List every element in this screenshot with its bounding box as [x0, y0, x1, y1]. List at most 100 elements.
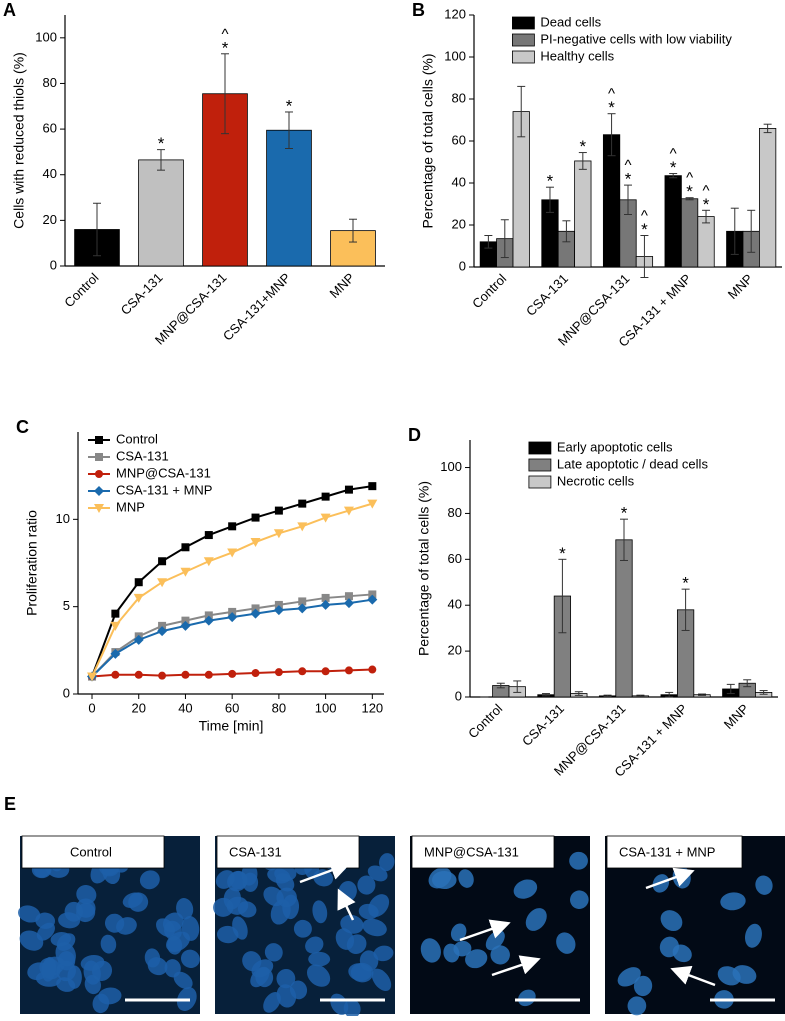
nucleus	[55, 941, 76, 967]
error-bar	[698, 693, 707, 696]
bar	[615, 539, 633, 698]
point	[133, 634, 144, 645]
nucleus	[458, 869, 474, 888]
point	[181, 616, 190, 625]
legend-label: Early apoptotic cells	[557, 439, 673, 454]
x-tick-label: 80	[272, 700, 286, 715]
y-tick-label: 40	[452, 174, 466, 189]
legend-label: Healthy cells	[540, 48, 614, 63]
x-tick-label: Control	[469, 271, 509, 311]
legend-label: Late apoptotic / dead cells	[557, 456, 709, 471]
x-tick-label: 40	[178, 700, 192, 715]
point	[251, 513, 260, 522]
nucleus	[76, 885, 97, 905]
bar	[680, 198, 699, 268]
significance-caret: ^	[686, 170, 693, 187]
x-tick-label: 60	[225, 700, 239, 715]
point	[298, 667, 307, 676]
error-bar	[730, 207, 739, 255]
y-axis-label: Percentage of total cells (%)	[420, 53, 436, 228]
nucleus	[35, 912, 56, 929]
point	[158, 621, 167, 630]
nucleus	[237, 901, 257, 918]
x-tick-label: CSA-131	[519, 701, 567, 749]
nucleus	[276, 984, 297, 1008]
point	[251, 604, 260, 613]
point	[203, 615, 214, 626]
nucleus	[167, 935, 183, 955]
arrow	[299, 860, 351, 884]
arrow	[491, 955, 541, 977]
line	[91, 485, 373, 677]
y-axis-label: Percentage of total cells (%)	[416, 481, 432, 656]
error-bar	[545, 186, 554, 213]
legend-marker	[94, 504, 104, 513]
x-tick-label: 100	[315, 700, 337, 715]
y-tick-label: 60	[452, 132, 466, 147]
point	[297, 603, 308, 614]
nucleus	[267, 867, 291, 884]
error-bar	[496, 682, 505, 689]
x-tick-label: CSA-131+MNP	[220, 270, 294, 344]
point	[87, 672, 98, 682]
micrograph-label: MNP@CSA-131	[424, 844, 519, 859]
error-bar	[349, 218, 357, 243]
legend-swatch	[512, 50, 535, 64]
legend-label: MNP	[116, 499, 145, 514]
legend-label: CSA-131 + MNP	[116, 482, 212, 497]
nucleus	[453, 940, 472, 957]
nucleus	[276, 887, 297, 908]
nucleus	[313, 869, 334, 887]
y-axis-label: Cells with reduced thiols (%)	[11, 52, 27, 229]
point	[343, 598, 354, 609]
point	[180, 567, 191, 577]
point	[204, 531, 213, 540]
legend-label: Dead cells	[540, 14, 601, 29]
significance-caret: ^	[608, 86, 615, 103]
legend-swatch	[512, 33, 535, 47]
y-tick-label: 40	[448, 597, 462, 612]
significance-star: *	[580, 137, 587, 156]
nucleus	[346, 934, 367, 955]
point	[344, 485, 353, 494]
nucleus	[241, 862, 258, 886]
significance-star: *	[222, 38, 229, 57]
error-bar	[285, 111, 293, 149]
point	[320, 599, 331, 610]
error-bar	[517, 85, 526, 138]
point	[157, 578, 168, 588]
y-tick-label: 80	[43, 75, 57, 90]
y-tick-label: 80	[452, 90, 466, 105]
significance-caret: ^	[670, 146, 677, 163]
nucleus	[570, 890, 589, 909]
point	[227, 548, 238, 558]
point	[203, 557, 214, 567]
point	[227, 612, 238, 623]
error-bar	[93, 202, 101, 257]
nucleus	[633, 975, 653, 997]
nucleus	[556, 932, 576, 954]
point	[158, 557, 167, 566]
nucleus	[357, 875, 376, 895]
point	[180, 620, 191, 631]
y-tick-label: 20	[448, 643, 462, 658]
point	[274, 506, 283, 515]
point	[368, 665, 377, 674]
error-bar	[640, 235, 649, 278]
error-bar	[603, 694, 612, 698]
micrograph-label: CSA-131	[229, 844, 282, 859]
y-tick-label: 40	[43, 166, 57, 181]
significance-caret: ^	[221, 26, 228, 43]
error-bar	[763, 123, 772, 134]
point	[158, 671, 167, 680]
y-axis-label: Proliferation ratio	[24, 510, 40, 616]
nucleus	[305, 936, 324, 954]
micrograph: MNP@CSA-131	[410, 835, 590, 1014]
error-bar	[743, 679, 752, 688]
point	[367, 499, 378, 509]
nucleus	[312, 900, 328, 924]
nucleus	[362, 918, 387, 937]
bar	[697, 216, 715, 268]
point	[157, 626, 168, 637]
point	[368, 482, 377, 491]
